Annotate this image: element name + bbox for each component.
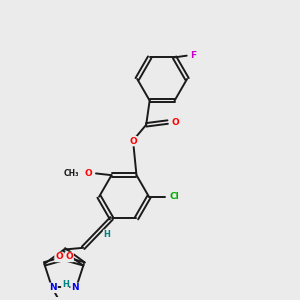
Text: Cl: Cl <box>169 192 179 201</box>
Text: O: O <box>129 136 137 146</box>
Text: H: H <box>103 230 110 239</box>
Text: CH₃: CH₃ <box>63 169 79 178</box>
Text: O: O <box>65 253 73 262</box>
Text: F: F <box>190 51 196 60</box>
Text: O: O <box>55 253 63 262</box>
Text: H: H <box>62 280 69 289</box>
Text: N: N <box>50 283 57 292</box>
Text: N: N <box>71 283 79 292</box>
Text: O: O <box>85 169 92 178</box>
Text: O: O <box>171 118 179 127</box>
